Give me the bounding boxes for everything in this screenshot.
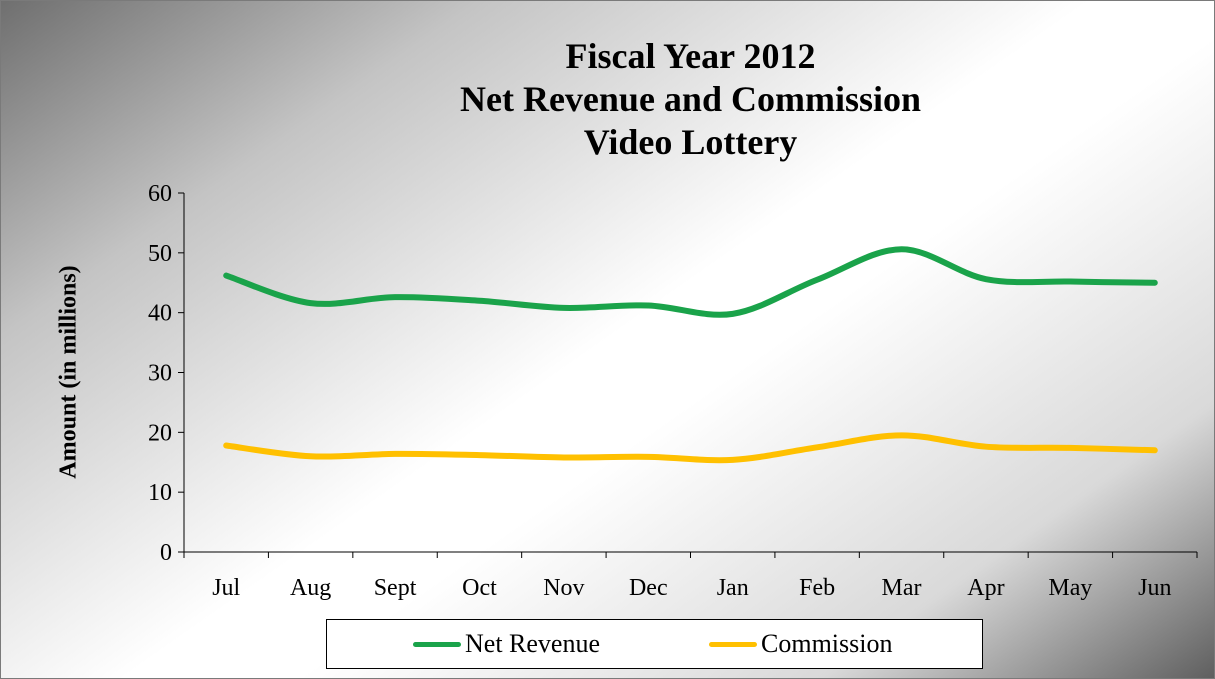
x-tick-label: Mar bbox=[882, 575, 922, 601]
y-tick-label: 0 bbox=[160, 540, 172, 566]
x-tick-label: Nov bbox=[543, 575, 584, 601]
series-layer bbox=[223, 246, 1158, 464]
tick-labels: 0 10 20 30 40 50 60 Jul Aug Sept Oct Nov Dec Jan Feb Ma… bbox=[148, 181, 1171, 601]
series-line-commission bbox=[223, 432, 1158, 464]
chart-title-line-1: Fiscal Year 2012 bbox=[565, 36, 816, 76]
series-line-net-revenue bbox=[223, 246, 1158, 318]
x-tick-label: Jun bbox=[1138, 575, 1171, 601]
y-tick-label: 60 bbox=[148, 181, 172, 207]
chart-title: Fiscal Year 2012 Net Revenue and Commiss… bbox=[1, 35, 1214, 164]
axes bbox=[178, 192, 1198, 558]
y-tick-label: 50 bbox=[148, 241, 172, 267]
y-tick-label: 10 bbox=[148, 480, 172, 506]
legend-item-commission: Commission bbox=[709, 620, 892, 668]
legend-item-net-revenue: Net Revenue bbox=[413, 620, 600, 668]
legend: Net Revenue Commission bbox=[326, 619, 983, 669]
x-tick-label: Jan bbox=[717, 575, 749, 601]
x-tick-label: Apr bbox=[967, 575, 1004, 601]
legend-label-net-revenue: Net Revenue bbox=[465, 629, 601, 658]
x-tick-label: Dec bbox=[629, 575, 668, 601]
x-tick-label: Aug bbox=[290, 575, 331, 601]
x-tick-label: May bbox=[1048, 575, 1092, 601]
chart-title-line-2: Net Revenue and Commission bbox=[459, 79, 921, 119]
x-tick-label: Sept bbox=[374, 575, 417, 601]
chart-title-line-3: Video Lottery bbox=[583, 122, 798, 162]
x-tick-label: Oct bbox=[462, 575, 497, 601]
y-tick-label: 30 bbox=[148, 361, 172, 387]
legend-label-commission: Commission bbox=[761, 629, 893, 658]
y-tick-label: 40 bbox=[148, 301, 172, 327]
x-tick-label: Feb bbox=[799, 575, 835, 601]
y-tick-label: 20 bbox=[148, 420, 172, 446]
x-tick-label: Jul bbox=[212, 575, 240, 601]
legend-line-net-revenue bbox=[413, 641, 461, 647]
legend-line-commission bbox=[709, 641, 757, 647]
